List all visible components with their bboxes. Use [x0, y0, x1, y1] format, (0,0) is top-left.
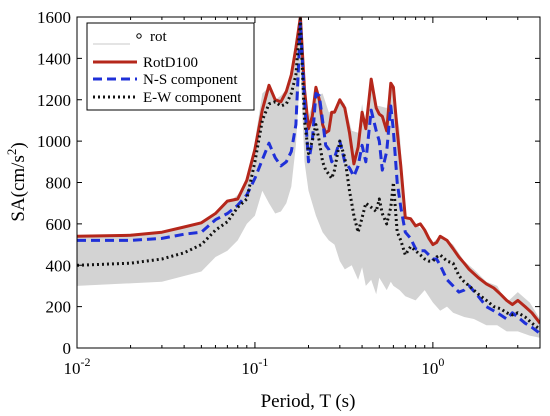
y-tick-label: 1200	[37, 91, 71, 110]
rot-band	[77, 17, 540, 338]
y-tick-label: 600	[46, 215, 72, 234]
series-layer	[77, 17, 540, 335]
legend-rot-label: rot	[150, 29, 167, 45]
series-line-1	[77, 21, 540, 335]
x-tick-base: 10	[421, 359, 438, 378]
legend-rotd100-label: RotD100	[143, 55, 198, 71]
legend-rot-marker	[136, 33, 142, 39]
series-line-2	[77, 17, 540, 331]
legend: rot RotD100 N-S component E-W component	[86, 22, 255, 111]
y-tick-label: 200	[46, 298, 72, 317]
y-tick-label: 1600	[37, 8, 71, 27]
y-axis-title-sup: 2	[4, 149, 19, 156]
x-axis-title: Period, T (s)	[261, 391, 356, 412]
series-line-0	[77, 17, 540, 325]
y-axis-title: SA(cm/s2)	[4, 142, 29, 221]
y-axis-title-main: SA(cm/s	[8, 155, 29, 222]
legend-ns-label: N-S component	[143, 72, 238, 88]
y-tick-label: 0	[63, 339, 72, 358]
x-tick-label: 100	[421, 355, 444, 378]
y-axis-title-end: )	[8, 142, 29, 148]
x-tick-base: 10	[241, 359, 258, 378]
x-tick-base: 10	[64, 359, 81, 378]
x-tick-exp: -2	[81, 355, 91, 369]
x-tick-exp: -1	[258, 355, 268, 369]
y-tick-label: 400	[46, 256, 72, 275]
y-tick-label: 1400	[37, 49, 71, 68]
x-tick-exp: 0	[438, 355, 444, 369]
y-tick-label: 800	[46, 174, 72, 193]
band-layer	[77, 17, 540, 338]
legend-ew-label: E-W component	[143, 90, 242, 106]
x-tick-label: 10-1	[241, 355, 268, 378]
y-tick-label: 1000	[37, 132, 71, 151]
x-tick-label: 10-2	[64, 355, 91, 378]
